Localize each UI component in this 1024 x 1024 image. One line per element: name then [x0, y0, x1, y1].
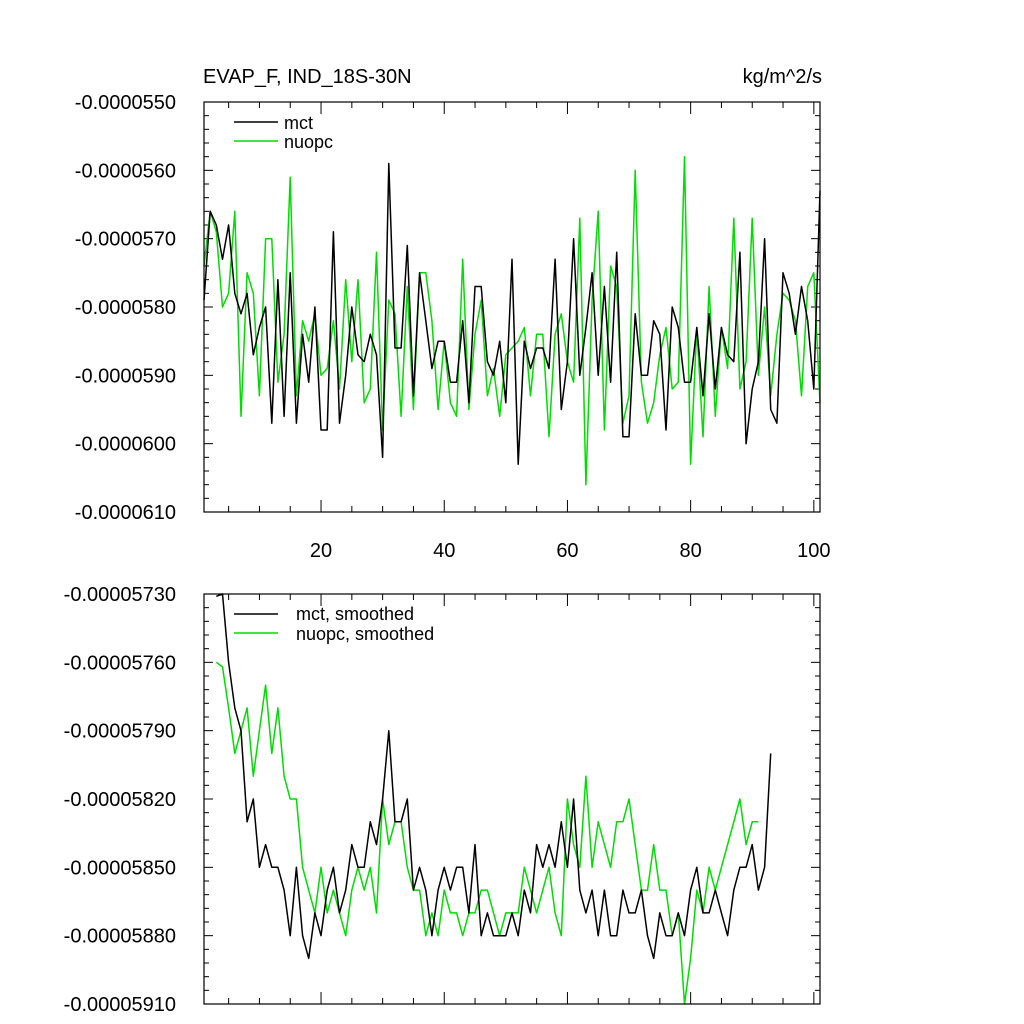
top-panel-legend: mct nuopc	[234, 113, 333, 152]
top-x-tick-label: 20	[310, 540, 332, 562]
bottom-panel-legend: mct, smoothed nuopc, smoothed	[234, 604, 434, 644]
bottom-panel: -0.00005730 -0.00005760 -0.00005790 -0.0000…	[64, 584, 821, 1016]
bottom-y-tick-label: -0.00005910	[64, 994, 176, 1016]
top-x-tick-label: 60	[556, 540, 578, 562]
top-panel: EVAP_F, IND_18S-30N kg/m^2/s -0.0000550-…	[75, 66, 831, 562]
legend-mct-label: mct	[284, 113, 313, 133]
bottom-panel-series	[215, 593, 772, 1005]
top-x-tick-label: 80	[680, 540, 702, 562]
top-x-tick-label: 40	[433, 540, 455, 562]
top-panel-units: kg/m^2/s	[743, 66, 822, 88]
bottom-y-tick-label: -0.00005790	[64, 721, 176, 743]
legend-nuopc-label: nuopc	[284, 132, 333, 152]
bottom-series-nuopc-smoothed-line	[215, 661, 759, 1005]
top-y-tick-label: -0.0000560	[75, 160, 176, 182]
top-y-tick-label: -0.0000580	[75, 297, 176, 319]
top-panel-title: EVAP_F, IND_18S-30N	[203, 66, 412, 88]
bottom-y-tick-label: -0.00005880	[64, 926, 176, 948]
top-series-mct-line	[203, 162, 821, 465]
bottom-panel-frame	[203, 593, 821, 1005]
top-y-tick-label: -0.0000570	[75, 229, 176, 251]
top-y-tick-label: -0.0000610	[75, 502, 176, 524]
bottom-series-mct-smoothed-line	[216, 593, 772, 960]
top-panel-frame	[203, 101, 821, 513]
bottom-y-tick-label: -0.00005850	[64, 857, 176, 879]
top-panel-ticks: -0.0000550 -0.0000560 -0.0000570 -0.0000580…	[75, 92, 831, 562]
legend-mct-smoothed-label: mct, smoothed	[296, 604, 414, 624]
top-panel-series	[203, 155, 821, 486]
top-y-tick-label: -0.0000600	[75, 434, 176, 456]
legend-nuopc-smoothed-label: nuopc, smoothed	[296, 624, 434, 644]
bottom-y-tick-label: -0.00005730	[64, 584, 176, 606]
top-x-tick-label: 100	[797, 540, 830, 562]
top-y-tick-label: -0.0000550	[75, 92, 176, 114]
bottom-y-tick-label: -0.00005820	[64, 789, 176, 811]
top-series-nuopc-line	[203, 155, 821, 486]
bottom-y-tick-label: -0.00005760	[64, 652, 176, 674]
top-y-tick-label: -0.0000590	[75, 365, 176, 387]
